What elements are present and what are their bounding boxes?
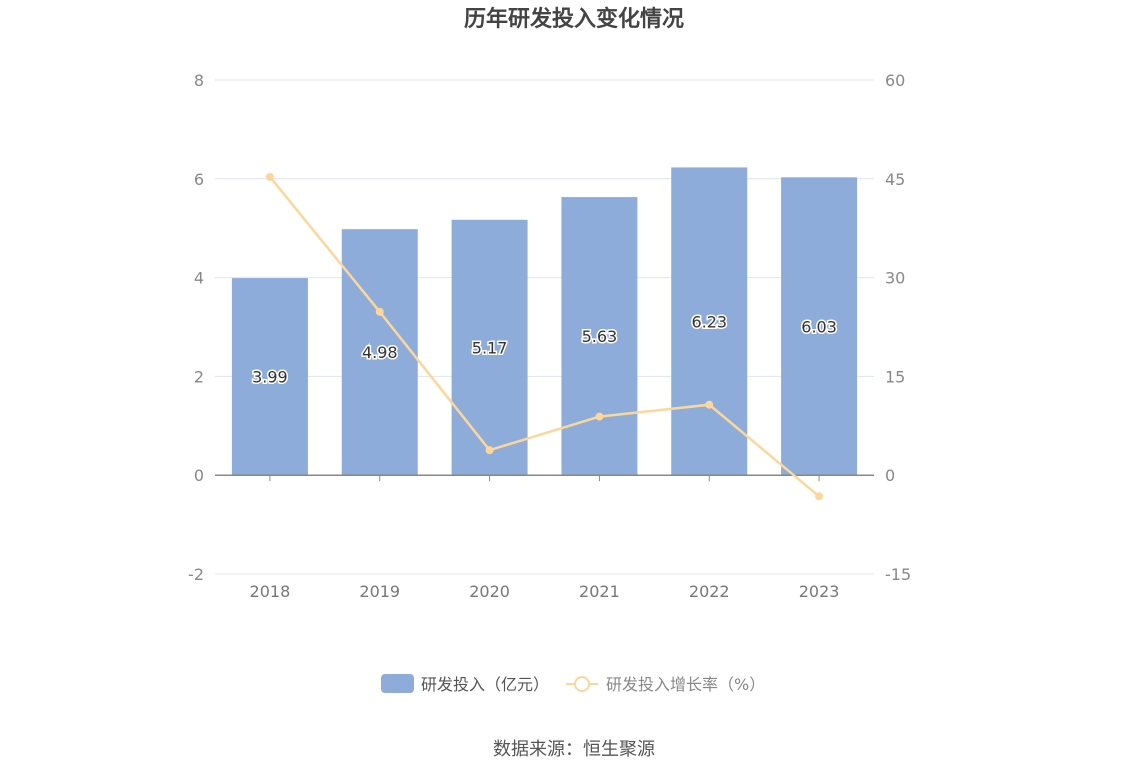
growth-line [268, 176, 820, 498]
bar [341, 229, 418, 476]
chart-title: 历年研发投入变化情况 [464, 6, 684, 32]
bar-label: 3.99 [252, 368, 288, 387]
right-tick-label: -15 [885, 565, 911, 584]
x-tick-label: 2021 [579, 582, 620, 601]
growth-point [705, 400, 714, 409]
right-tick-label: 30 [885, 269, 905, 288]
left-tick-label: 8 [194, 71, 204, 90]
x-tick-label: 2019 [359, 582, 400, 601]
x-tick-label: 2023 [799, 582, 840, 601]
bar [451, 219, 528, 476]
right-axis: -15 0 15 30 45 60 [885, 71, 911, 584]
right-tick-label: 0 [885, 466, 895, 485]
left-axis: -2 0 2 4 6 8 [188, 71, 204, 584]
growth-point [485, 446, 494, 455]
data-source: 数据来源：恒生聚源 [493, 739, 655, 760]
right-tick-label: 45 [885, 170, 905, 189]
right-tick-label: 15 [885, 367, 905, 386]
left-tick-label: 6 [194, 170, 204, 189]
legend-label-line: 研发投入增长率（%） [606, 675, 765, 694]
growth-point [595, 412, 604, 421]
bar-label: 6.03 [801, 317, 837, 336]
bar-label: 4.98 [362, 343, 398, 362]
bar [671, 167, 748, 476]
grid-lines [215, 79, 874, 575]
legend-label-bar: 研发投入（亿元） [421, 675, 549, 694]
legend-item-bar[interactable]: 研发投入（亿元） [381, 674, 549, 694]
bar-label: 5.63 [582, 327, 618, 346]
legend: 研发投入（亿元） 研发投入增长率（%） [381, 674, 765, 694]
growth-point [375, 307, 384, 316]
bar [561, 197, 638, 476]
x-tick-labels: 2018 2019 2020 2021 2022 2023 [250, 582, 840, 601]
bar [231, 278, 308, 476]
line-series [265, 172, 824, 501]
left-tick-label: 2 [194, 367, 204, 386]
x-axis [215, 474, 874, 482]
x-tick-label: 2018 [250, 582, 291, 601]
legend-swatch-marker [574, 676, 590, 692]
x-tick-label: 2022 [689, 582, 730, 601]
left-tick-label: 0 [194, 466, 204, 485]
growth-point [265, 172, 274, 181]
legend-item-line[interactable]: 研发投入增长率（%） [566, 675, 765, 694]
x-tick-label: 2020 [469, 582, 510, 601]
bar-label: 6.23 [691, 312, 727, 331]
left-tick-label: -2 [188, 565, 204, 584]
growth-point [815, 492, 824, 501]
bar-series [231, 167, 858, 476]
legend-swatch-bar [381, 674, 414, 693]
bar [781, 177, 858, 476]
bar-label: 5.17 [472, 339, 508, 358]
bar-labels: 3.99 4.98 5.17 5.63 6.23 6.03 [251, 311, 839, 388]
left-tick-label: 4 [194, 269, 204, 288]
right-tick-label: 60 [885, 71, 905, 90]
